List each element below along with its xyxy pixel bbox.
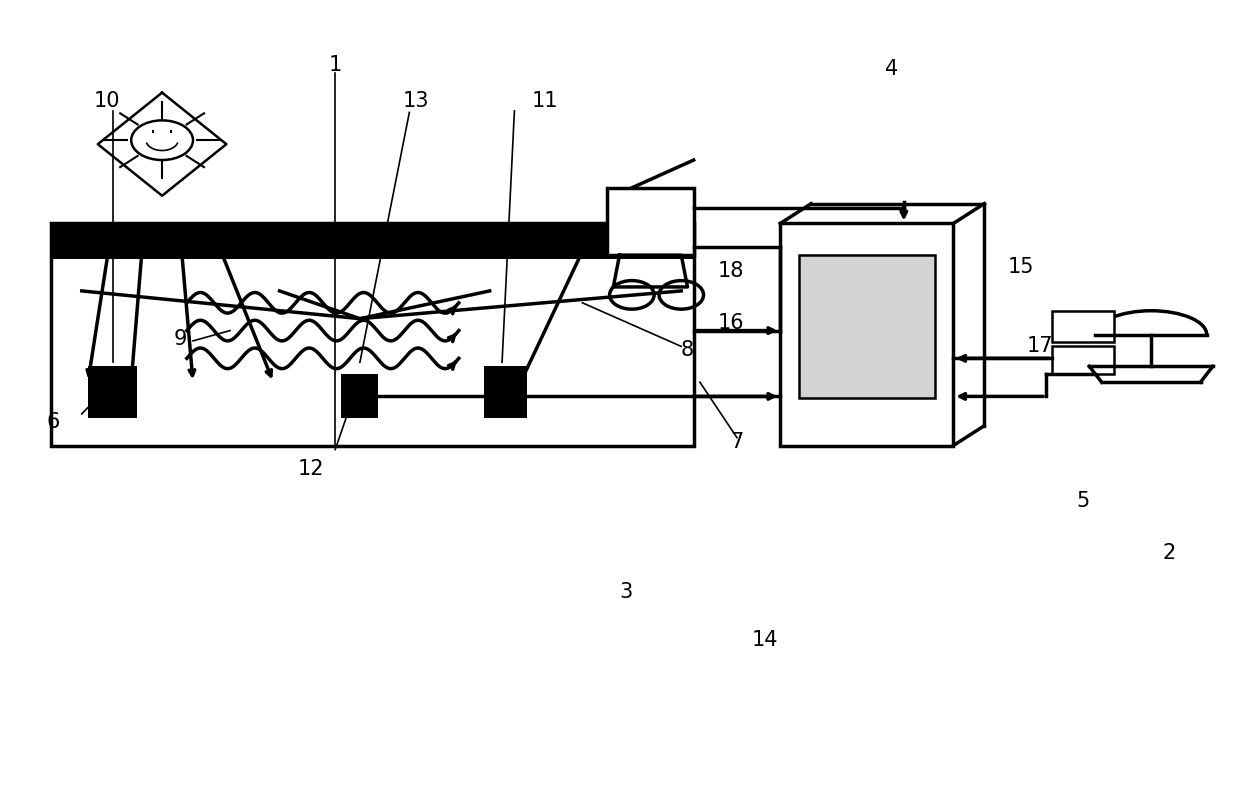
Text: 8: 8 xyxy=(681,341,694,361)
Bar xyxy=(781,224,953,446)
Text: 5: 5 xyxy=(1077,491,1090,511)
Text: 15: 15 xyxy=(1009,257,1035,277)
Text: 4: 4 xyxy=(885,59,898,79)
Text: 1: 1 xyxy=(328,55,342,75)
Text: 7: 7 xyxy=(730,431,743,451)
Text: 2: 2 xyxy=(1163,543,1176,563)
Bar xyxy=(799,256,934,398)
Bar xyxy=(88,366,138,418)
Text: 16: 16 xyxy=(717,313,745,333)
Text: 18: 18 xyxy=(717,261,743,281)
Text: 3: 3 xyxy=(620,583,632,603)
Bar xyxy=(51,224,694,446)
Text: 9: 9 xyxy=(173,329,187,349)
Bar xyxy=(483,366,527,418)
Bar xyxy=(342,374,378,418)
Text: 17: 17 xyxy=(1027,337,1053,357)
Text: 13: 13 xyxy=(403,91,429,111)
Bar xyxy=(1052,346,1114,374)
Text: 12: 12 xyxy=(297,459,323,479)
Text: 11: 11 xyxy=(532,91,559,111)
Text: 14: 14 xyxy=(752,630,778,650)
Bar xyxy=(51,224,694,259)
Bar xyxy=(607,188,694,256)
Bar xyxy=(51,224,694,259)
Text: 6: 6 xyxy=(47,412,59,431)
Text: 10: 10 xyxy=(93,91,120,111)
Bar xyxy=(1052,310,1114,342)
